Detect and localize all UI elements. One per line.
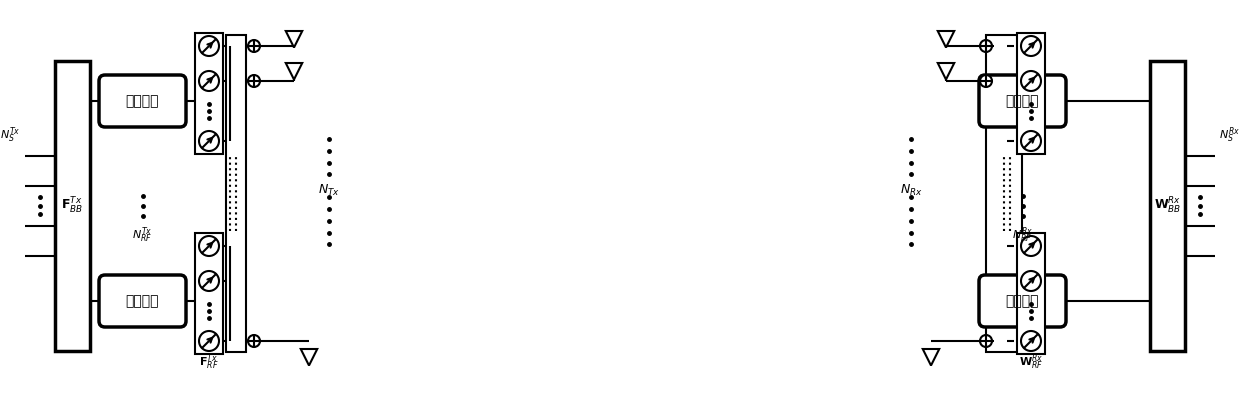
Circle shape <box>980 75 992 87</box>
Circle shape <box>1021 271 1042 291</box>
Circle shape <box>980 335 992 347</box>
Bar <box>226 35 246 352</box>
Circle shape <box>1021 131 1042 151</box>
Circle shape <box>248 75 260 87</box>
Bar <box>1149 60 1185 351</box>
Text: $N_S^{Rx}$: $N_S^{Rx}$ <box>1219 126 1240 145</box>
Bar <box>55 60 91 351</box>
Polygon shape <box>285 63 303 79</box>
Text: $N_S^{Tx}$: $N_S^{Tx}$ <box>0 126 20 145</box>
Text: $\mathbf{F}_{BB}^{Tx}$: $\mathbf{F}_{BB}^{Tx}$ <box>62 196 83 215</box>
Text: $\mathbf{W}_{BB}^{Rx}$: $\mathbf{W}_{BB}^{Rx}$ <box>1153 196 1182 215</box>
Circle shape <box>198 36 219 56</box>
Circle shape <box>248 40 260 52</box>
FancyBboxPatch shape <box>980 275 1066 327</box>
Text: $N_{Tx}$: $N_{Tx}$ <box>317 183 340 198</box>
FancyBboxPatch shape <box>99 275 186 327</box>
Circle shape <box>198 271 219 291</box>
Circle shape <box>1021 71 1042 91</box>
Text: $N_{RF}^{Rx}$: $N_{RF}^{Rx}$ <box>1012 226 1033 245</box>
Bar <box>1017 233 1045 354</box>
Circle shape <box>198 131 219 151</box>
FancyBboxPatch shape <box>980 75 1066 127</box>
Polygon shape <box>937 31 955 48</box>
Polygon shape <box>937 63 955 79</box>
Text: 射频链路: 射频链路 <box>1006 94 1039 108</box>
Circle shape <box>1021 36 1042 56</box>
Circle shape <box>198 236 219 256</box>
Circle shape <box>1021 331 1042 351</box>
Circle shape <box>198 71 219 91</box>
Circle shape <box>1021 236 1042 256</box>
FancyBboxPatch shape <box>99 75 186 127</box>
Circle shape <box>198 331 219 351</box>
Circle shape <box>248 335 260 347</box>
Text: 射频链路: 射频链路 <box>125 94 159 108</box>
Bar <box>195 33 223 154</box>
Text: $N_{Rx}$: $N_{Rx}$ <box>900 183 923 198</box>
Text: $\mathbf{F}_{RF}^{Tx}$: $\mathbf{F}_{RF}^{Tx}$ <box>200 352 218 372</box>
Text: 射频链路: 射频链路 <box>1006 294 1039 308</box>
Text: 射频链路: 射频链路 <box>125 294 159 308</box>
Bar <box>195 233 223 354</box>
Bar <box>986 35 1022 352</box>
Text: $N_{RF}^{Tx}$: $N_{RF}^{Tx}$ <box>133 226 153 245</box>
Circle shape <box>980 40 992 52</box>
Polygon shape <box>923 349 939 365</box>
Polygon shape <box>301 349 317 365</box>
Bar <box>1017 33 1045 154</box>
Text: $\mathbf{W}_{RF}^{Rx}$: $\mathbf{W}_{RF}^{Rx}$ <box>1019 352 1043 372</box>
Polygon shape <box>285 31 303 48</box>
